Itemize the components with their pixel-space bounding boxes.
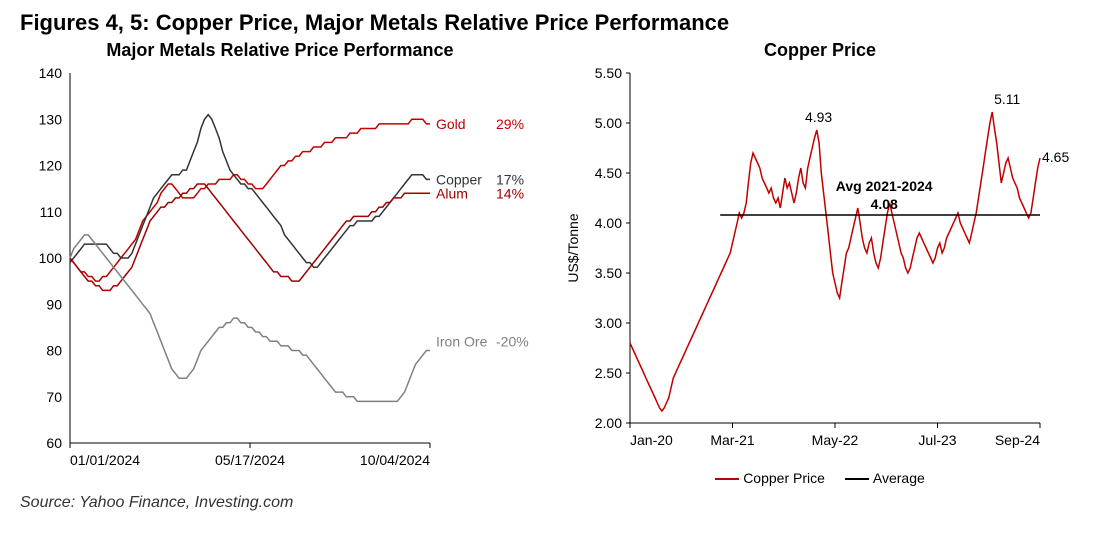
svg-text:4.08: 4.08 <box>871 196 898 212</box>
svg-text:4.93: 4.93 <box>805 109 832 125</box>
svg-text:3.00: 3.00 <box>595 315 622 331</box>
legend-swatch <box>715 478 739 480</box>
svg-text:2.50: 2.50 <box>595 365 622 381</box>
svg-text:60: 60 <box>46 435 62 451</box>
svg-text:5.50: 5.50 <box>595 65 622 81</box>
svg-text:4.65: 4.65 <box>1042 149 1069 165</box>
svg-text:Avg 2021-2024: Avg 2021-2024 <box>836 178 933 194</box>
right-chart-legend: Copper Price Average <box>560 470 1080 486</box>
svg-text:100: 100 <box>39 250 63 266</box>
svg-text:Iron Ore: Iron Ore <box>436 333 488 349</box>
legend-label: Copper Price <box>743 470 825 486</box>
svg-text:5.11: 5.11 <box>994 91 1020 107</box>
svg-text:5.00: 5.00 <box>595 115 622 131</box>
charts-row: Major Metals Relative Price Performance … <box>20 40 1088 488</box>
svg-text:-20%: -20% <box>496 333 529 349</box>
right-chart-block: Copper Price 2.00 2.50 3.00 3.50 4.00 4.50 5.0… <box>560 40 1080 488</box>
right-chart-title: Copper Price <box>560 40 1080 61</box>
left-chart-block: Major Metals Relative Price Performance … <box>20 40 540 488</box>
svg-text:110: 110 <box>40 204 63 220</box>
svg-text:Gold: Gold <box>436 116 466 132</box>
left-chart-title: Major Metals Relative Price Performance <box>20 40 540 61</box>
svg-text:140: 140 <box>39 65 63 81</box>
svg-text:05/17/2024: 05/17/2024 <box>215 452 285 468</box>
svg-text:10/04/2024: 10/04/2024 <box>360 452 430 468</box>
svg-text:Sep-24: Sep-24 <box>995 432 1040 448</box>
svg-text:Jul-23: Jul-23 <box>918 432 956 448</box>
svg-text:May-22: May-22 <box>812 432 859 448</box>
svg-text:2.00: 2.00 <box>595 415 622 431</box>
legend-label: Average <box>873 470 925 486</box>
svg-text:29%: 29% <box>496 116 524 132</box>
svg-text:3.50: 3.50 <box>595 265 622 281</box>
svg-text:4.00: 4.00 <box>595 215 622 231</box>
svg-text:120: 120 <box>39 158 63 174</box>
main-title: Figures 4, 5: Copper Price, Major Metals… <box>20 10 1088 36</box>
svg-text:130: 130 <box>39 111 63 127</box>
source-text: Source: Yahoo Finance, Investing.com <box>20 494 1088 512</box>
right-chart-svg: 2.00 2.50 3.00 3.50 4.00 4.50 5.00 5.50 US$/Tonn… <box>560 63 1080 463</box>
legend-item: Copper Price <box>715 470 825 486</box>
svg-text:01/01/2024: 01/01/2024 <box>70 452 140 468</box>
svg-text:Jan-20: Jan-20 <box>630 432 673 448</box>
svg-text:14%: 14% <box>496 185 524 201</box>
svg-text:Alum: Alum <box>436 185 468 201</box>
svg-text:4.50: 4.50 <box>595 165 622 181</box>
svg-text:Mar-21: Mar-21 <box>710 432 755 448</box>
legend-item: Average <box>845 470 925 486</box>
svg-text:US$/Tonne: US$/Tonne <box>565 213 581 282</box>
legend-swatch <box>845 478 869 480</box>
left-chart-svg: 60 70 80 90 100 110 120 130 140 01/01/2024 05/17/2… <box>20 63 540 483</box>
svg-text:90: 90 <box>46 296 62 312</box>
svg-text:70: 70 <box>46 389 62 405</box>
svg-text:80: 80 <box>46 343 62 359</box>
